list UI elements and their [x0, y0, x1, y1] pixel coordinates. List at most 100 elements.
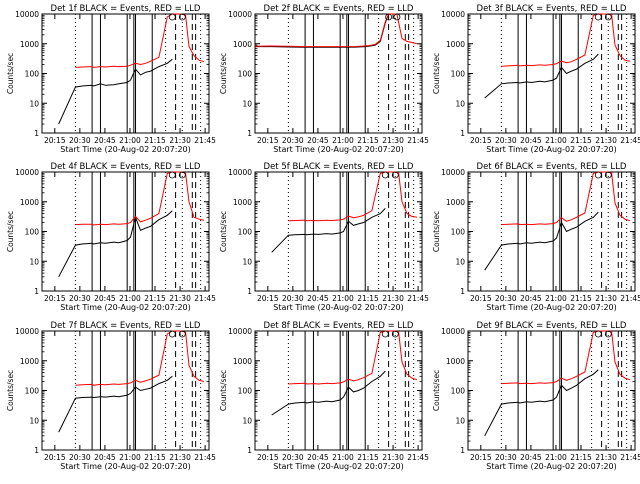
x-tick-label: 21:00 [545, 294, 567, 303]
y-axis-label: Counts/sec [219, 211, 228, 252]
y-tick-label: 1 [34, 446, 39, 455]
x-tick-label: 21:30 [595, 453, 617, 462]
x-tick-label: 21:45 [407, 136, 429, 145]
x-axis-label: Start Time (20-Aug-02 20:07:20) [486, 462, 617, 471]
panel-title: Det 8f BLACK = Events, RED = LLD [264, 321, 414, 331]
y-tick-label: 100 [25, 70, 40, 79]
y-tick-label: 100 [451, 70, 466, 79]
y-axis-label: Counts/sec [432, 53, 441, 94]
saturation-marker [178, 330, 186, 338]
x-tick-label: 20:30 [495, 294, 517, 303]
panel-9: Det 9f BLACK = Events, RED = LLD 1 10 100 10… [432, 321, 640, 471]
saturation-marker [385, 13, 393, 21]
x-tick-label: 20:15 [470, 294, 492, 303]
x-tick-label: 21:45 [194, 294, 216, 303]
x-tick-label: 21:00 [332, 294, 354, 303]
x-tick-label: 21:30 [169, 453, 191, 462]
x-tick-label: 20:45 [520, 136, 542, 145]
series-line-lld [75, 13, 205, 68]
saturation-marker [393, 13, 401, 21]
y-tick-label: 10 [29, 99, 39, 108]
x-tick-label: 20:45 [520, 294, 542, 303]
y-axis-label: Counts/sec [219, 370, 228, 411]
x-tick-label: 21:30 [169, 294, 191, 303]
y-tick-label: 1 [247, 446, 252, 455]
x-axis-label: Start Time (20-Aug-02 20:07:20) [486, 303, 617, 312]
series-line-lld [501, 171, 631, 226]
y-tick-label: 10000 [441, 327, 465, 336]
x-tick-label: 20:30 [495, 136, 517, 145]
plot-frame [467, 171, 636, 292]
plot-frame [467, 330, 636, 451]
saturation-marker [178, 171, 186, 179]
x-tick-label: 21:45 [620, 136, 640, 145]
series-line-events [271, 208, 386, 253]
saturation-marker [604, 13, 612, 21]
x-tick-label: 21:30 [382, 136, 404, 145]
saturation-marker [391, 171, 399, 179]
x-tick-label: 21:30 [169, 136, 191, 145]
y-tick-label: 10000 [15, 168, 39, 177]
y-tick-label: 10 [455, 99, 465, 108]
plot-frame [41, 171, 210, 292]
x-tick-label: 21:15 [144, 453, 166, 462]
y-tick-label: 1 [460, 287, 465, 296]
y-tick-label: 10 [242, 257, 252, 266]
plot-frame [41, 13, 210, 134]
plot-frame [41, 330, 210, 451]
x-tick-label: 21:00 [545, 136, 567, 145]
saturation-marker [604, 330, 612, 338]
y-tick-label: 1 [247, 129, 252, 138]
x-tick-label: 21:00 [332, 136, 354, 145]
y-tick-label: 10000 [441, 10, 465, 19]
y-tick-label: 100 [451, 228, 466, 237]
saturation-marker [594, 171, 602, 179]
x-tick-label: 21:45 [620, 294, 640, 303]
series-line-lld [254, 13, 418, 48]
x-tick-label: 21:45 [407, 453, 429, 462]
panel-2: Det 2f BLACK = Events, RED = LLD 1 10 100 10… [219, 4, 429, 154]
x-tick-label: 20:45 [94, 453, 116, 462]
y-tick-label: 1000 [446, 40, 465, 49]
y-tick-label: 10 [29, 257, 39, 266]
y-tick-label: 10 [455, 416, 465, 425]
x-tick-label: 21:30 [382, 453, 404, 462]
panel-1: Det 1f BLACK = Events, RED = LLD 1 10 100 10… [6, 4, 216, 154]
series-line-events [58, 375, 173, 433]
panel-title: Det 7f BLACK = Events, RED = LLD [51, 321, 201, 331]
y-tick-label: 100 [238, 387, 253, 396]
x-tick-label: 21:45 [194, 136, 216, 145]
y-tick-label: 10000 [228, 168, 252, 177]
x-axis-label: Start Time (20-Aug-02 20:07:20) [273, 303, 404, 312]
x-tick-label: 20:30 [69, 453, 91, 462]
x-tick-label: 20:45 [307, 294, 329, 303]
x-axis-label: Start Time (20-Aug-02 20:07:20) [60, 303, 191, 312]
panel-8: Det 8f BLACK = Events, RED = LLD 1 10 100 10… [219, 321, 429, 471]
saturation-marker [168, 171, 176, 179]
panel-title: Det 9f BLACK = Events, RED = LLD [477, 321, 627, 331]
x-tick-label: 21:15 [144, 136, 166, 145]
x-tick-label: 20:30 [495, 453, 517, 462]
x-axis-label: Start Time (20-Aug-02 20:07:20) [60, 145, 191, 154]
x-tick-label: 20:15 [257, 136, 279, 145]
x-axis-label: Start Time (20-Aug-02 20:07:20) [273, 145, 404, 154]
series-line-events [271, 370, 386, 416]
y-tick-label: 10 [29, 416, 39, 425]
y-tick-label: 10000 [15, 10, 39, 19]
panel-title: Det 3f BLACK = Events, RED = LLD [477, 4, 627, 14]
saturation-marker [168, 330, 176, 338]
y-axis-label: Counts/sec [6, 53, 15, 94]
y-tick-label: 1 [34, 129, 39, 138]
y-tick-label: 100 [238, 228, 253, 237]
saturation-marker [594, 330, 602, 338]
y-tick-label: 100 [25, 228, 40, 237]
panel-title: Det 1f BLACK = Events, RED = LLD [51, 4, 201, 14]
panel-5: Det 5f BLACK = Events, RED = LLD 1 10 100 10… [219, 162, 429, 312]
x-tick-label: 21:00 [119, 136, 141, 145]
plot-frame [254, 13, 423, 134]
saturation-marker [381, 330, 389, 338]
x-tick-label: 21:45 [620, 453, 640, 462]
x-tick-label: 21:00 [119, 453, 141, 462]
x-tick-label: 20:45 [307, 453, 329, 462]
